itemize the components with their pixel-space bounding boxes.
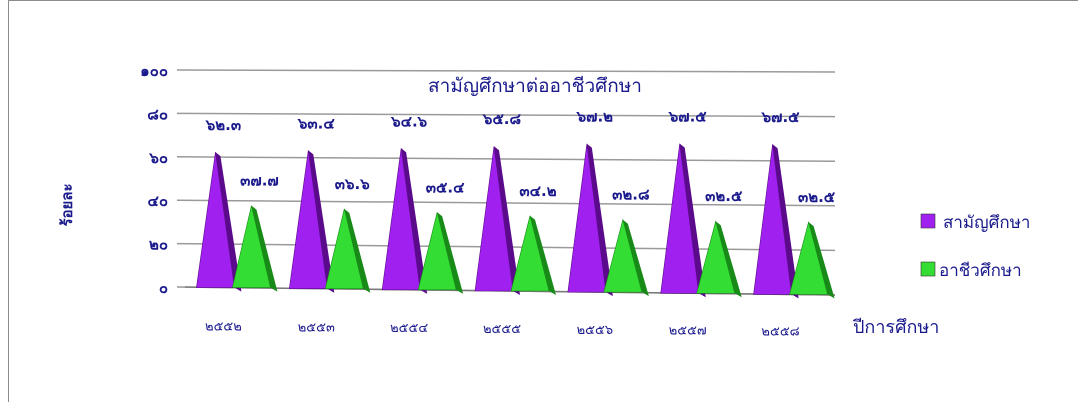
y-tick-label: ๔๐: [147, 192, 168, 210]
bar-1: [603, 218, 643, 293]
bar-shadow-0: [215, 152, 242, 292]
y-tick-label: ๖๐: [148, 149, 168, 167]
x-tick-label: ๒๕๕๕: [483, 322, 521, 337]
legend: สามัญศึกษา อาชีวศึกษา: [920, 213, 1030, 281]
bar-1: [232, 205, 271, 288]
data-label-0: ๖๗.๕: [668, 108, 707, 126]
x-tick-label: ๒๕๕๖: [577, 323, 614, 338]
gridline-5: [176, 69, 836, 73]
data-label-0: ๖๕.๘: [482, 110, 522, 128]
data-label-1: ๓๒.๘: [612, 186, 650, 204]
legend-swatch-0: [920, 213, 936, 229]
bar-0: [753, 144, 792, 295]
chart-title: สามัญศึกษาต่ออาชีวศึกษา: [428, 75, 642, 97]
y-tick-label: ๘๐: [147, 105, 168, 123]
x-tick-label: ๒๕๕๘: [761, 325, 799, 340]
gridline-3: [176, 156, 836, 162]
chart-frame: [8, 0, 1078, 402]
y-tick-label: ๑๐๐: [140, 62, 168, 80]
bar-0: [474, 146, 514, 292]
bar-shadow-0: [772, 144, 799, 299]
bar-shadow-0: [308, 150, 335, 293]
bar-0: [567, 143, 607, 293]
bar-shadow-0: [494, 146, 520, 295]
bar-shadow-1: [715, 221, 742, 298]
x-tick-label: ๒๕๕๓: [298, 320, 335, 335]
bar-1: [324, 208, 364, 290]
bar-shadow-1: [437, 212, 464, 294]
data-label-1: ๓๖.๖: [335, 175, 370, 193]
bars: [196, 143, 835, 299]
x-tick-label: ๒๕๕๗: [669, 324, 707, 339]
bar-shadow-1: [808, 222, 835, 299]
bar-0: [288, 150, 328, 290]
data-label-0: ๖๔.๖: [390, 112, 428, 130]
y-axis-ticks: ๐ ๒๐ ๔๐ ๖๐ ๘๐ ๑๐๐: [140, 62, 168, 297]
bar-shadow-0: [679, 143, 706, 298]
x-tick-label: ๒๕๕๔: [390, 321, 428, 336]
bar-shadow-0: [586, 143, 613, 297]
bar-shadow-1: [344, 208, 371, 293]
data-label-1: ๓๒.๕: [705, 187, 743, 205]
data-label-1: ๓๒.๕: [798, 188, 836, 206]
bar-shadow-1: [622, 219, 649, 297]
x-tick-label: ๒๕๕๒: [205, 319, 242, 334]
bar-0: [381, 148, 421, 291]
bar-1: [417, 212, 457, 291]
bar-0: [660, 143, 700, 294]
data-label-0: ๖๒.๓: [205, 116, 241, 134]
bar-0: [196, 152, 235, 288]
bar-shadow-1: [251, 205, 278, 292]
legend-label-1: อาชีวศึกษา: [939, 261, 1022, 281]
data-label-0: ๖๗.๒: [576, 108, 613, 126]
data-label-1: ๓๕.๔: [426, 178, 465, 196]
gridline-4: [176, 112, 836, 118]
y-tick-label: ๐: [159, 279, 168, 297]
bar-shadow-0: [401, 148, 428, 294]
data-label-1: ๓๗.๗: [240, 172, 279, 190]
bar-1: [789, 220, 828, 295]
bar-shadow-1: [530, 215, 556, 295]
data-label-1: ๓๔.๒: [519, 182, 556, 200]
data-label-0: ๖๓.๔: [297, 114, 335, 132]
y-tick-label: ๒๐: [149, 236, 168, 254]
bar-1: [696, 220, 736, 294]
bar-1: [510, 215, 550, 292]
legend-label-0: สามัญศึกษา: [943, 213, 1030, 233]
data-labels: ๖๒.๓๓๗.๗ ๖๓.๔๓๖.๖ ๖๔.๖๓๕.๔ ๖๕.๘๓๔.๒ ๖๗.๒๓๒.๘…: [205, 108, 836, 206]
x-axis-ticks: ๒๕๕๒ ๒๕๕๓ ๒๕๕๔ ๒๕๕๕ ๒๕๕๖ ๒๕๕๗ ๒๕๕๘: [205, 319, 800, 339]
x-axis-label: ปีการศึกษา: [853, 317, 940, 338]
y-axis-label: ร้อยละ: [58, 183, 76, 226]
legend-swatch-1: [920, 261, 936, 277]
data-label-0: ๖๗.๕: [761, 108, 800, 126]
